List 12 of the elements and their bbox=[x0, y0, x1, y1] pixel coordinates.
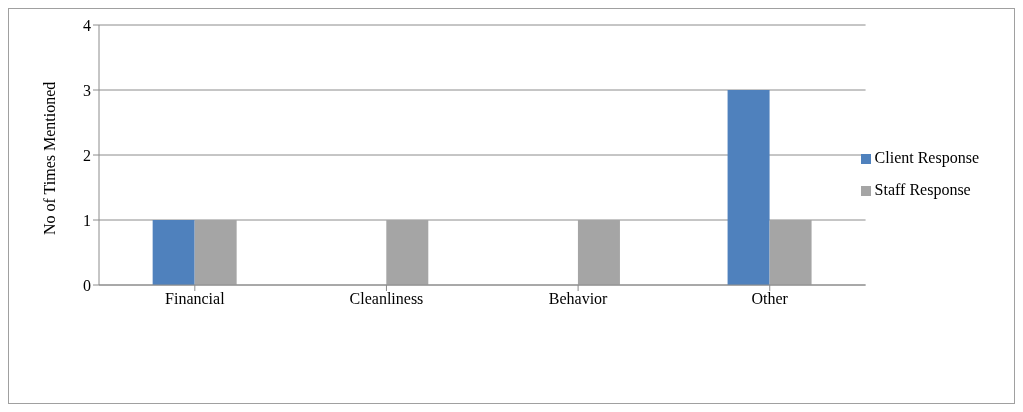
y-tick-label: 1 bbox=[83, 211, 91, 229]
legend-label: Staff Response bbox=[874, 181, 971, 198]
x-tick-label: Financial bbox=[165, 290, 226, 308]
y-tick-label: 0 bbox=[83, 276, 91, 294]
y-axis-title: No of Times Mentioned bbox=[40, 81, 58, 235]
x-tick-label: Behavior bbox=[548, 290, 609, 308]
x-tick-label: Cleanliness bbox=[349, 290, 424, 308]
y-tick-label: 2 bbox=[83, 146, 91, 164]
legend-label: Client Response bbox=[874, 149, 979, 166]
y-tick-label: 3 bbox=[83, 81, 91, 99]
x-tick-label: Other bbox=[751, 290, 789, 308]
y-tick-label: 4 bbox=[83, 16, 91, 34]
